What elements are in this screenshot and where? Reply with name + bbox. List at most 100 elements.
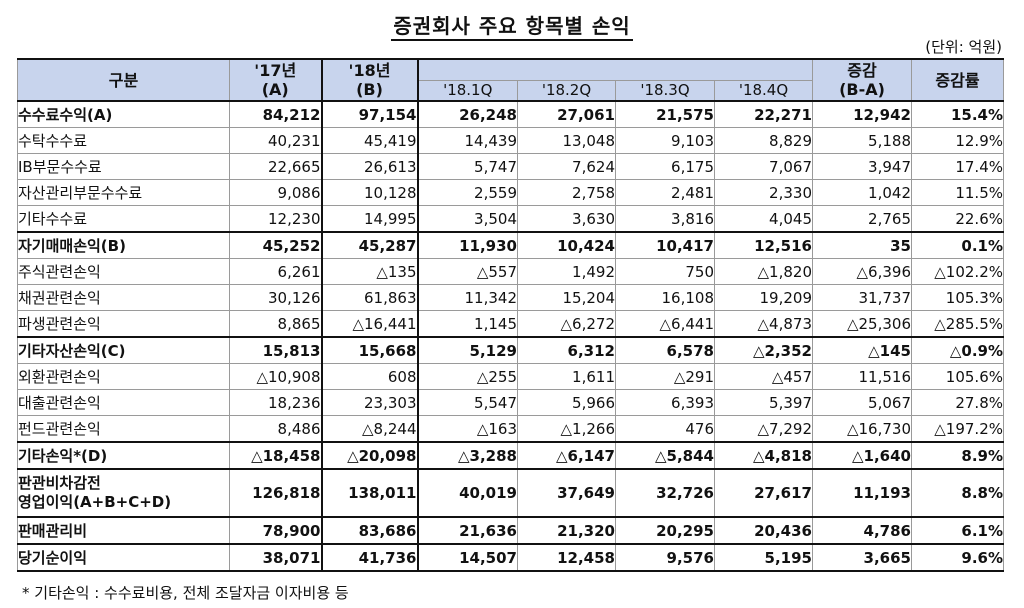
table-cell: 6,175	[615, 153, 715, 180]
table-cell: △1,820	[714, 258, 813, 285]
table-cell: △16,441	[320, 310, 419, 338]
table-cell: 21,575	[615, 100, 715, 128]
table-cell: 27.8%	[911, 389, 1004, 416]
table-cell: 12,230	[229, 205, 322, 233]
table-cell: 22,665	[229, 153, 322, 180]
table-cell: 8,486	[229, 415, 322, 443]
table-cell: 83,686	[320, 516, 419, 545]
table-cell: 11,516	[812, 363, 912, 390]
table-cell: 8,865	[229, 310, 322, 338]
table-cell: 5,966	[517, 389, 616, 416]
row-label-line1: 판관비차감전	[18, 474, 101, 492]
table-row: 자산관리부문수수료 9,086 10,128 2,559 2,758 2,481 2,330…	[17, 179, 1004, 206]
table-cell: △197.2%	[911, 415, 1004, 443]
table-row: 수탁수수료 40,231 45,419 14,439 13,048 9,103 8,829 5…	[17, 127, 1004, 154]
table-cell: 4,786	[812, 516, 912, 545]
table-cell: 32,726	[615, 468, 715, 518]
table-row: 주식관련손익 6,261 △135 △557 1,492 750 △1,820 △6,396 △…	[17, 258, 1004, 285]
table-row: 수수료수익(A) 84,212 97,154 26,248 27,061 21,575 22…	[17, 100, 1004, 128]
table-cell: 2,481	[615, 179, 715, 206]
table-cell: 5,067	[812, 389, 912, 416]
table-cell: 22,271	[714, 100, 813, 128]
table-cell: 138,011	[320, 468, 419, 518]
table-cell: △7,292	[714, 415, 813, 443]
header-rate: 증감률	[911, 58, 1004, 102]
table-cell: △1,640	[812, 441, 912, 470]
table-cell: 2,765	[812, 205, 912, 233]
table-row: 펀드관련손익 8,486 △8,244 △163 △1,266 476 △7,292 △16,…	[17, 415, 1004, 443]
table-cell: 476	[615, 415, 715, 443]
table-cell: 3,816	[615, 205, 715, 233]
table-cell: △20,098	[320, 441, 419, 470]
table-cell: 14,507	[417, 543, 518, 572]
header-change: 증감 (B-A)	[812, 58, 912, 102]
table-cell: 2,330	[714, 179, 813, 206]
row-label: 펀드관련손익	[17, 415, 230, 443]
table-cell: 10,424	[517, 231, 616, 259]
table-cell: △163	[417, 415, 518, 443]
table-row: 자기매매손익(B) 45,252 45,287 11,930 10,424 10,417 1…	[17, 231, 1004, 259]
table-cell: 4,045	[714, 205, 813, 233]
table-cell: △4,873	[714, 310, 813, 338]
table-cell: 9,103	[615, 127, 715, 154]
table-row: 기타자산손익(C) 15,813 15,668 5,129 6,312 6,578 △2,3…	[17, 336, 1004, 364]
table-cell: 21,320	[517, 516, 616, 545]
table-row: 기타손익*(D) △18,458 △20,098 △3,288 △6,147 △5,844…	[17, 441, 1004, 470]
table-row: 판매관리비 78,900 83,686 21,636 21,320 20,295 20,43…	[17, 516, 1004, 545]
unit-label: (단위: 억원)	[925, 38, 1002, 56]
row-label: 외환관련손익	[17, 363, 230, 390]
table-cell: 20,295	[615, 516, 715, 545]
table-cell: 45,419	[320, 127, 419, 154]
table-cell: 8.9%	[911, 441, 1004, 470]
table-cell: 84,212	[229, 100, 322, 128]
table-cell: 78,900	[229, 516, 322, 545]
table-cell: 0.1%	[911, 231, 1004, 259]
table-row: IB부문수수료 22,665 26,613 5,747 7,624 6,175 7,067 3…	[17, 153, 1004, 180]
table-cell: △0.9%	[911, 336, 1004, 364]
table-cell: △1,266	[517, 415, 616, 443]
table-row: 대출관련손익 18,236 23,303 5,547 5,966 6,393 5,397 5,…	[17, 389, 1004, 416]
table-cell: 45,252	[229, 231, 322, 259]
page-title: 증권회사 주요 항목별 손익	[0, 10, 1024, 41]
table-cell: 26,613	[320, 153, 419, 180]
table-cell: 15.4%	[911, 100, 1004, 128]
row-label: 기타수수료	[17, 205, 230, 233]
table-row: 판관비차감전 영업이익(A+B+C+D) 126,818 138,011 40,019 3…	[17, 468, 1004, 518]
page-title-text: 증권회사 주요 항목별 손익	[391, 14, 633, 41]
table-cell: 3,947	[812, 153, 912, 180]
table-cell: △557	[417, 258, 518, 285]
table-cell: △135	[320, 258, 419, 285]
table-cell: △4,818	[714, 441, 813, 470]
row-label: 수탁수수료	[17, 127, 230, 154]
table-cell: 8,829	[714, 127, 813, 154]
table-cell: 7,624	[517, 153, 616, 180]
table-cell: 9.6%	[911, 543, 1004, 572]
row-label: 기타손익*(D)	[17, 441, 230, 470]
table-cell: △6,272	[517, 310, 616, 338]
table-cell: △255	[417, 363, 518, 390]
table-cell: 27,617	[714, 468, 813, 518]
table-cell: △3,288	[417, 441, 518, 470]
table-cell: 97,154	[320, 100, 419, 128]
row-label-line2: 영업이익(A+B+C+D)	[18, 493, 172, 511]
table-cell: 1,492	[517, 258, 616, 285]
table-cell: 608	[320, 363, 419, 390]
table-cell: △5,844	[615, 441, 715, 470]
table-cell: 18,236	[229, 389, 322, 416]
table-cell: 5,129	[417, 336, 518, 364]
table-cell: △285.5%	[911, 310, 1004, 338]
table-cell: △457	[714, 363, 813, 390]
table-cell: 9,086	[229, 179, 322, 206]
table-cell: 21,636	[417, 516, 518, 545]
table-cell: 38,071	[229, 543, 322, 572]
table-cell: 14,439	[417, 127, 518, 154]
table-cell: 6,393	[615, 389, 715, 416]
table-cell: 3,630	[517, 205, 616, 233]
table-cell: △6,147	[517, 441, 616, 470]
table-cell: 14,995	[320, 205, 419, 233]
table-cell: 6,578	[615, 336, 715, 364]
table-cell: 5,397	[714, 389, 813, 416]
table-cell: 6,312	[517, 336, 616, 364]
table-cell: △18,458	[229, 441, 322, 470]
table-row: 외환관련손익 △10,908 608 △255 1,611 △291 △457 11,516 1…	[17, 363, 1004, 390]
